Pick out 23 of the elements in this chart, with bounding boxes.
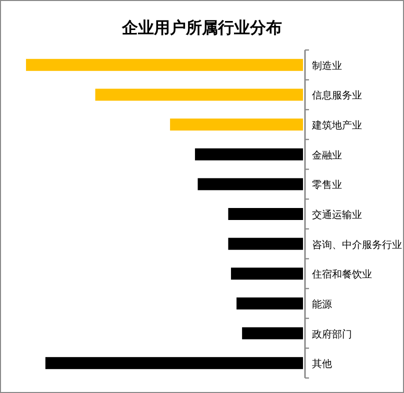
y-tick-label: 金融业 [312, 149, 342, 162]
bar [26, 58, 303, 71]
y-tick-label: 能源 [312, 298, 332, 310]
bar [230, 268, 303, 280]
bar [242, 327, 303, 340]
y-tick-label: 咨询、中介服务行业 [312, 238, 402, 251]
bar [198, 178, 303, 190]
bar [95, 88, 303, 101]
bar [170, 118, 303, 131]
chart-title: 企业用户所属行业分布 [121, 18, 282, 37]
bar [228, 208, 303, 220]
bar [236, 297, 303, 310]
y-tick-label: 政府部门 [312, 328, 352, 340]
y-tick-label: 其他 [312, 358, 332, 370]
y-tick-label: 零售业 [312, 179, 342, 192]
y-tick-label: 制造业 [312, 60, 342, 72]
bar [194, 148, 303, 160]
bar [45, 357, 303, 370]
y-tick-label: 信息服务业 [312, 90, 362, 102]
y-tick-label: 交通运输业 [312, 209, 362, 221]
y-tick-label: 住宿和餐饮业 [312, 268, 372, 281]
bar [228, 238, 303, 250]
y-tick-label: 建筑地产业 [311, 120, 362, 132]
